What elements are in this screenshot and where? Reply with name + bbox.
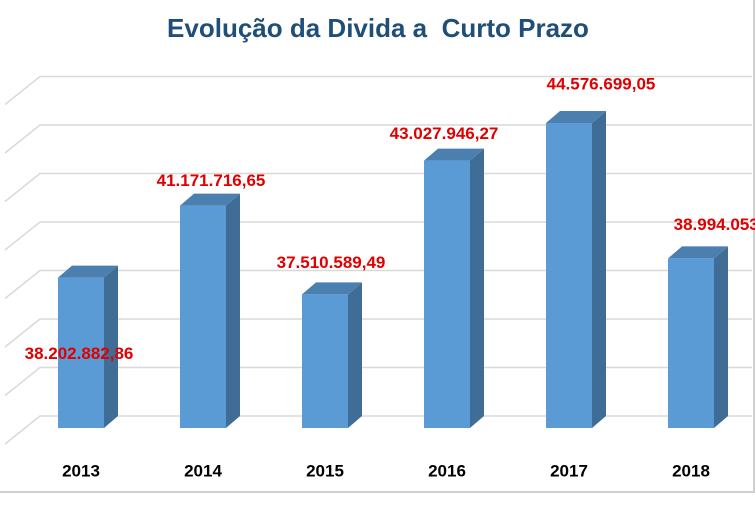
x-tick-label: 2018 <box>672 461 710 480</box>
x-tick-label: 2016 <box>428 461 466 480</box>
x-tick-label: 2014 <box>184 461 222 480</box>
bar <box>180 205 226 428</box>
x-tick-label: 2015 <box>306 461 344 480</box>
bar-side <box>714 246 728 428</box>
bar <box>546 123 592 428</box>
bar <box>58 277 104 428</box>
bar-top <box>546 111 606 124</box>
data-label: 38.202.882,86 <box>25 344 134 363</box>
bar <box>302 294 348 428</box>
bar-side <box>104 265 118 428</box>
data-label: 38.994.053,37 <box>674 215 755 234</box>
chart-title: Evolução da Divida a Curto Prazo <box>167 13 589 43</box>
grid-line <box>4 318 752 348</box>
bar <box>668 258 714 428</box>
bar-side <box>226 193 240 428</box>
grid-line <box>4 415 752 445</box>
bar-top <box>424 148 484 161</box>
x-tick-label: 2013 <box>62 461 100 480</box>
bar-side <box>348 282 362 428</box>
bar-top <box>58 265 118 278</box>
bar-side <box>470 148 484 428</box>
bar-top <box>180 193 240 206</box>
grid-line <box>4 221 752 251</box>
grid-line <box>4 75 752 106</box>
bar-side <box>592 111 606 428</box>
grid-line <box>4 172 752 203</box>
data-label: 44.576.699,05 <box>547 74 656 93</box>
bar-top <box>302 282 362 295</box>
bar <box>424 160 470 428</box>
grid-line <box>4 124 752 154</box>
grid-line <box>4 366 752 397</box>
grid-line <box>4 269 752 300</box>
data-label: 41.171.716,65 <box>157 171 266 190</box>
data-label: 37.510.589,49 <box>277 253 386 272</box>
bar-top <box>668 246 728 259</box>
data-label: 43.027.946,27 <box>390 124 499 143</box>
x-tick-label: 2017 <box>550 461 588 480</box>
